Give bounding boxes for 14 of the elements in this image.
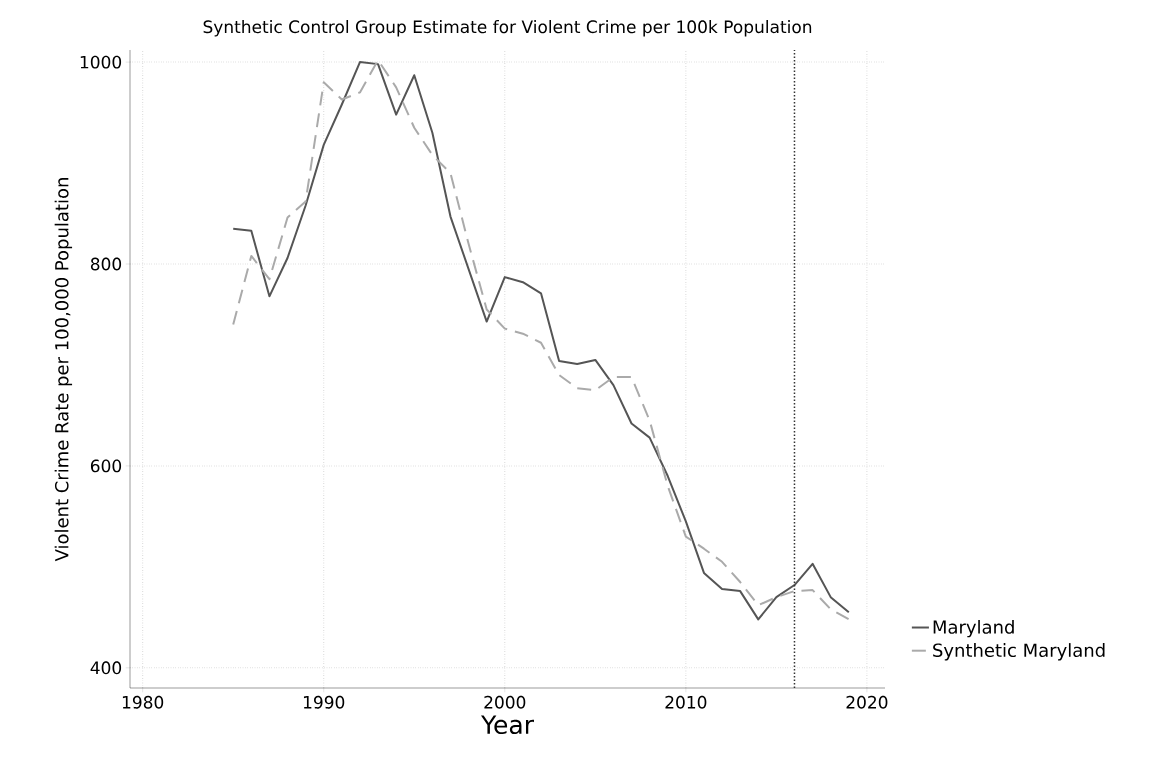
y-tick-label: 1000 xyxy=(80,55,122,69)
legend-label: Synthetic Maryland xyxy=(933,643,1105,661)
chart-title: Synthetic Control Group Estimate for Violent Crime per 100k Population xyxy=(203,20,812,37)
legend-label: Maryland xyxy=(933,619,1014,638)
y-tick-label: 400 xyxy=(90,661,122,675)
x-tick-label: 1980 xyxy=(122,695,164,709)
x-tick-label: 2020 xyxy=(846,695,888,709)
y-tick-label: 800 xyxy=(90,257,122,271)
y-tick-label: 600 xyxy=(90,459,122,473)
x-axis-title: Year xyxy=(480,715,534,735)
x-tick-label: 2010 xyxy=(665,695,707,709)
x-tick-label: 1990 xyxy=(303,695,345,709)
x-tick-label: 2000 xyxy=(484,695,526,709)
y-axis-title: Violent Crime Rate per 100,000 Population xyxy=(54,178,73,562)
